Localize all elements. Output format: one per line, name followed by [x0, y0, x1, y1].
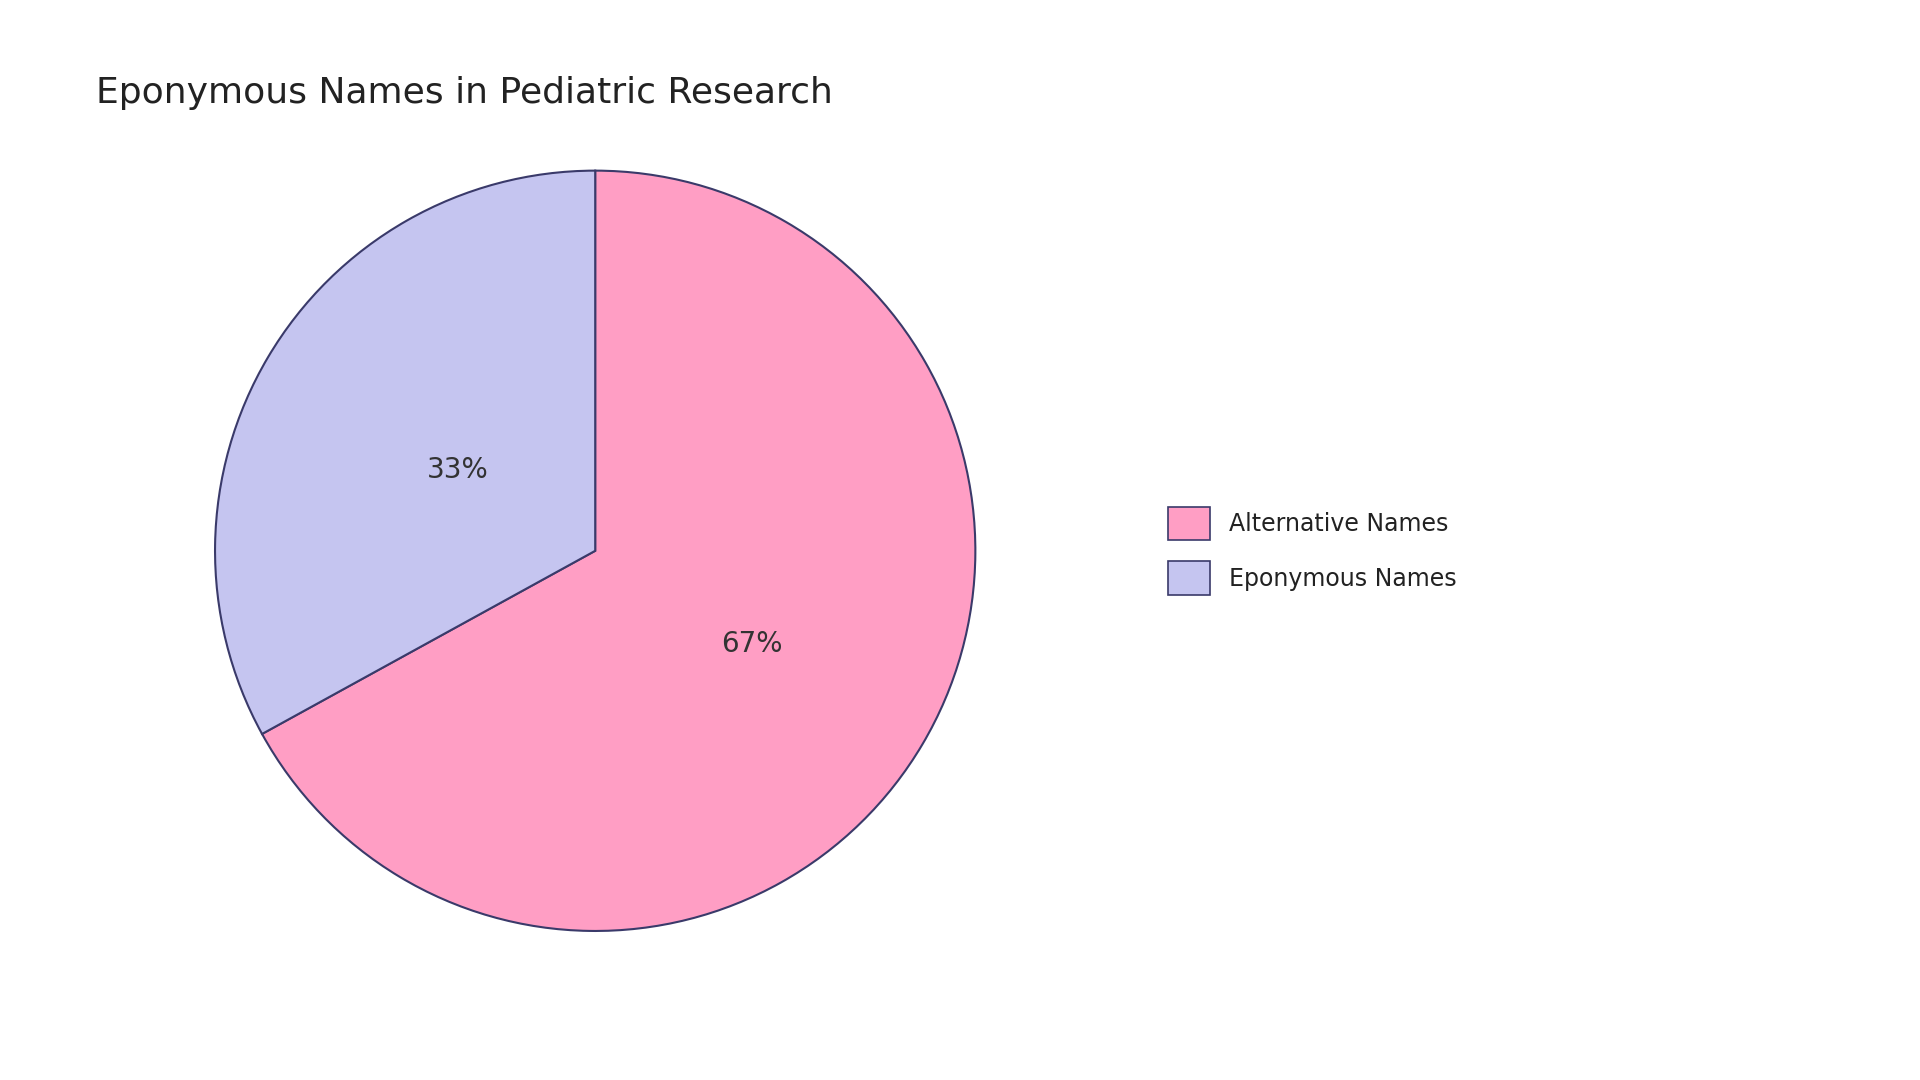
Text: Eponymous Names in Pediatric Research: Eponymous Names in Pediatric Research	[96, 76, 833, 109]
Text: 33%: 33%	[426, 456, 490, 484]
Legend: Alternative Names, Eponymous Names: Alternative Names, Eponymous Names	[1158, 497, 1467, 605]
Wedge shape	[261, 171, 975, 931]
Text: 67%: 67%	[722, 630, 783, 658]
Wedge shape	[215, 171, 595, 734]
